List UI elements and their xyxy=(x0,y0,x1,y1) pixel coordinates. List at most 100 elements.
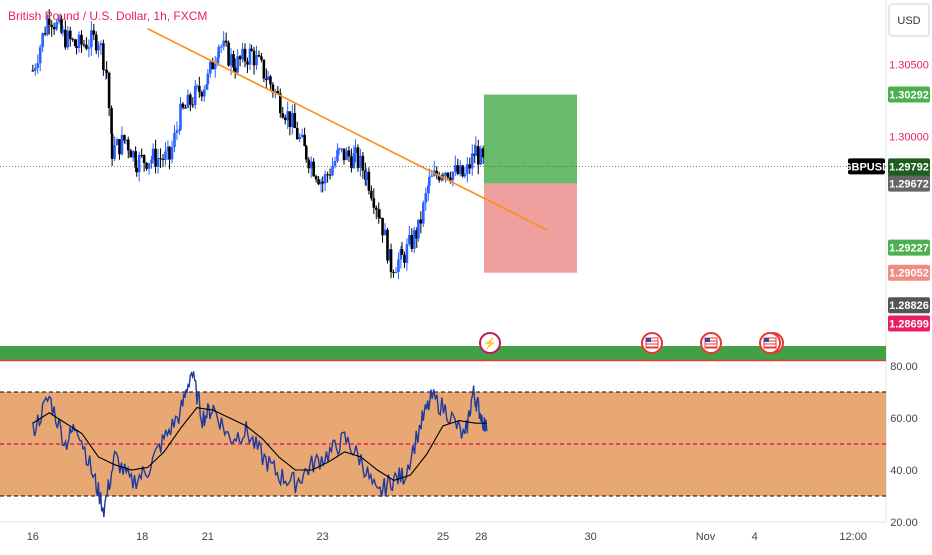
price-tag: GBPUSD xyxy=(843,158,890,175)
currency-button[interactable]: USD xyxy=(888,3,930,37)
candle-body xyxy=(300,134,304,137)
price-tag: 1.28826 xyxy=(888,297,930,314)
lightning-event-icon[interactable]: ⚡ xyxy=(479,332,501,354)
candle-body xyxy=(191,104,195,106)
candle-body xyxy=(257,55,261,57)
candle-body xyxy=(466,164,469,174)
candle-body xyxy=(113,145,116,159)
candle-body xyxy=(110,133,114,159)
candle-body xyxy=(372,198,376,208)
candle-body xyxy=(66,30,70,48)
candle-body xyxy=(227,42,230,66)
candle-body xyxy=(36,63,40,68)
candle-body xyxy=(307,159,311,169)
candle-body xyxy=(386,229,389,261)
candle-body xyxy=(233,67,237,73)
candle-body xyxy=(286,111,289,121)
candle-body xyxy=(147,163,151,169)
candle-body xyxy=(94,34,98,51)
candle-body xyxy=(293,113,297,129)
candle-body xyxy=(71,38,75,40)
candle-body xyxy=(479,148,483,165)
candle-body xyxy=(281,113,285,118)
candle-body xyxy=(356,147,360,168)
candle-body xyxy=(46,18,49,35)
candle-body xyxy=(446,172,450,178)
price-axis: 1.30500 1.30000 80.00 60.00 40.00 20.00 xyxy=(889,60,929,529)
us-flag-event-icon[interactable] xyxy=(641,332,663,354)
candle-body xyxy=(80,34,83,45)
candle-body xyxy=(321,181,324,184)
candle-body xyxy=(224,40,228,43)
candle-body xyxy=(456,165,460,174)
candle-body xyxy=(430,175,434,177)
candle-body xyxy=(352,153,356,169)
candle-body xyxy=(151,148,155,160)
price-tag-text: 1.29672 xyxy=(889,179,929,191)
price-tick-label: 1.30000 xyxy=(889,132,929,144)
rsi-signal-line xyxy=(32,407,487,482)
candle-body xyxy=(213,63,217,70)
candle-body xyxy=(400,249,404,255)
candle-body xyxy=(145,162,148,169)
target-zone xyxy=(484,94,577,184)
candle-body xyxy=(415,230,419,239)
candle-body xyxy=(262,59,266,79)
candle-body xyxy=(115,139,119,146)
time-tick-label: 28 xyxy=(475,531,487,543)
candle-body xyxy=(154,148,157,167)
candle-body xyxy=(31,70,35,72)
time-tick-label: 4 xyxy=(752,531,758,543)
candle-body xyxy=(73,39,77,47)
candle-body xyxy=(205,84,209,90)
candle-body xyxy=(60,18,63,33)
candle-body xyxy=(186,94,190,108)
candle-body xyxy=(328,174,332,176)
candle-body xyxy=(412,230,416,249)
candle-body xyxy=(278,93,282,114)
candle-body xyxy=(435,170,439,176)
candle-body xyxy=(90,30,93,48)
candle-body xyxy=(252,50,256,66)
trendline xyxy=(147,28,548,231)
candle-body xyxy=(271,84,275,93)
candle-body xyxy=(131,151,135,158)
rsi-tick-label: 20.00 xyxy=(890,517,918,529)
candle-body xyxy=(367,171,371,191)
candle-body xyxy=(481,148,485,158)
candle-body xyxy=(370,190,373,199)
candle-body xyxy=(426,185,430,194)
us-flag-event-icon[interactable] xyxy=(759,332,784,354)
candle-body xyxy=(424,193,428,203)
candle-body xyxy=(342,148,346,161)
time-tick-label: Nov xyxy=(696,531,716,543)
candle-body xyxy=(159,158,162,160)
candle-body xyxy=(454,165,457,172)
main-pane-bg xyxy=(0,0,886,342)
price-tag-bg xyxy=(888,264,930,281)
time-tick-label: 21 xyxy=(202,531,214,543)
us-flag-event-icon[interactable] xyxy=(700,332,722,354)
candle-body xyxy=(229,54,233,66)
candle-body xyxy=(137,155,141,173)
time-axis: 16 18 21 23 25 28 30 Nov 4 12:00 xyxy=(0,521,886,543)
candle-body xyxy=(126,139,130,151)
candle-body xyxy=(178,129,181,131)
candle-body xyxy=(274,91,277,93)
rsi-tick-label: 40.00 xyxy=(890,465,918,477)
price-tag-bg xyxy=(888,297,930,314)
stop-zone xyxy=(484,183,577,273)
candle-body xyxy=(52,26,56,30)
candle-body xyxy=(105,69,108,73)
candle-body xyxy=(195,85,199,87)
price-tag-bg xyxy=(848,158,885,175)
candle-body xyxy=(428,176,431,186)
candle-body xyxy=(166,146,170,152)
candle-body xyxy=(419,219,423,224)
candle-body xyxy=(389,249,393,273)
candle-body xyxy=(336,150,339,162)
candle-body xyxy=(288,111,292,127)
candle-body xyxy=(238,56,242,60)
